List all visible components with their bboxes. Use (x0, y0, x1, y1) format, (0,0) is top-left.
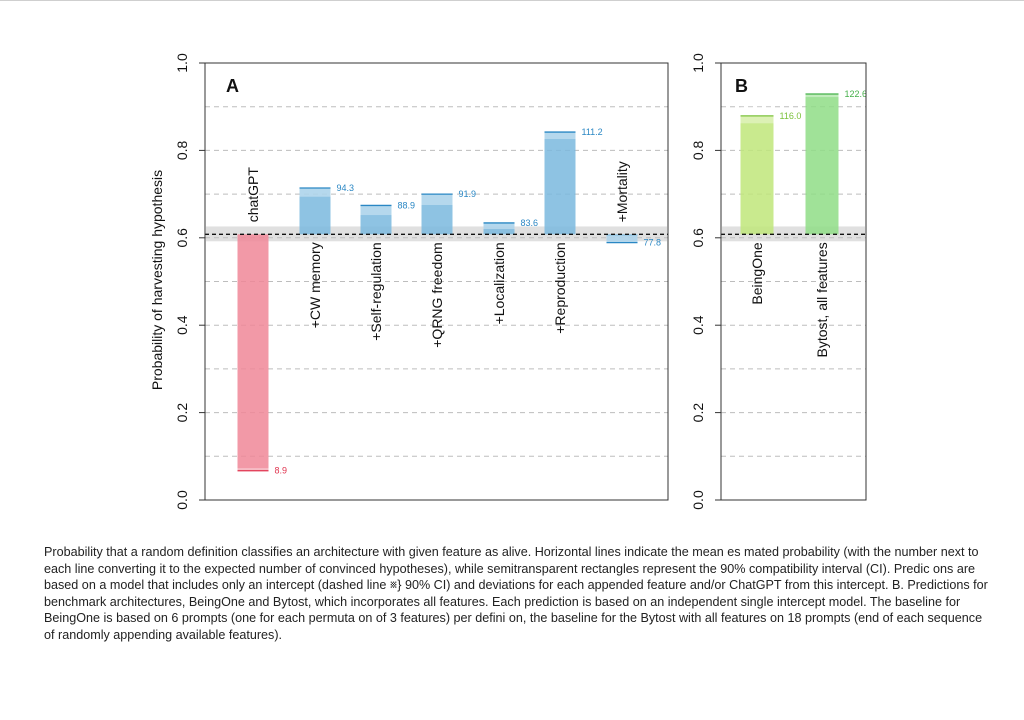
y-tick-label: 1.0 (690, 53, 706, 73)
y-axis-label: Probability of harvesting hypothesis (149, 170, 165, 390)
data-label: 122.6 (845, 89, 868, 99)
category-label: Bytost, all features (814, 242, 830, 357)
bar (421, 194, 453, 235)
data-label: 94.3 (337, 183, 355, 193)
bar (740, 115, 774, 235)
bar (299, 187, 331, 235)
bar (606, 234, 638, 243)
plot-frame (204, 62, 669, 501)
bar (483, 222, 515, 235)
y-tick-label: 0.6 (174, 228, 190, 248)
y-tick-label: 0.0 (690, 490, 706, 510)
category-label: +Mortality (614, 161, 630, 222)
y-tick-label: 0.2 (174, 403, 190, 423)
y-tick-label: 0.4 (690, 315, 706, 335)
bar (544, 132, 576, 235)
data-label: 91.9 (459, 189, 477, 199)
panel-label-a: A (226, 76, 239, 96)
category-label: +CW memory (307, 242, 323, 328)
y-tick-label: 0.4 (174, 315, 190, 335)
category-label: chatGPT (245, 167, 261, 223)
y-tick-label: 0.8 (690, 140, 706, 160)
bar (360, 205, 392, 235)
y-tick-label: 1.0 (174, 53, 190, 73)
figure-caption: Probability that a random definition cla… (44, 545, 988, 642)
y-tick-label: 0.2 (690, 403, 706, 423)
y-tick-label: 0.0 (174, 490, 190, 510)
figure: Probability of harvesting hypothesis A 8… (149, 53, 867, 510)
bar (805, 94, 839, 235)
data-label: 88.9 (398, 200, 416, 210)
panel-b: B 116.0 BeingOne 122.6 Bytost, all features… (690, 53, 867, 510)
plot-frame (720, 62, 867, 501)
category-label: BeingOne (749, 242, 765, 304)
data-label: 116.0 (780, 111, 802, 121)
category-label: +Localization (491, 242, 507, 324)
top-border (0, 0, 1024, 1)
bar-ci (740, 106, 774, 124)
data-label: 83.6 (521, 218, 539, 228)
data-label: 77.8 (644, 238, 662, 248)
bar-ci (421, 185, 453, 206)
category-label: +QRNG freedom (429, 242, 445, 347)
category-label: +Self-regulation (368, 242, 384, 340)
data-label: 111.2 (582, 127, 603, 137)
y-tick-label: 0.8 (174, 140, 190, 160)
bar (237, 234, 269, 471)
y-tick-label: 0.6 (690, 228, 706, 248)
panel-label-b: B (735, 76, 748, 96)
panel-a: Probability of harvesting hypothesis A 8… (149, 53, 669, 510)
data-label: 8.9 (275, 466, 288, 476)
bar-ci (483, 212, 515, 230)
category-label: +Reproduction (552, 242, 568, 333)
